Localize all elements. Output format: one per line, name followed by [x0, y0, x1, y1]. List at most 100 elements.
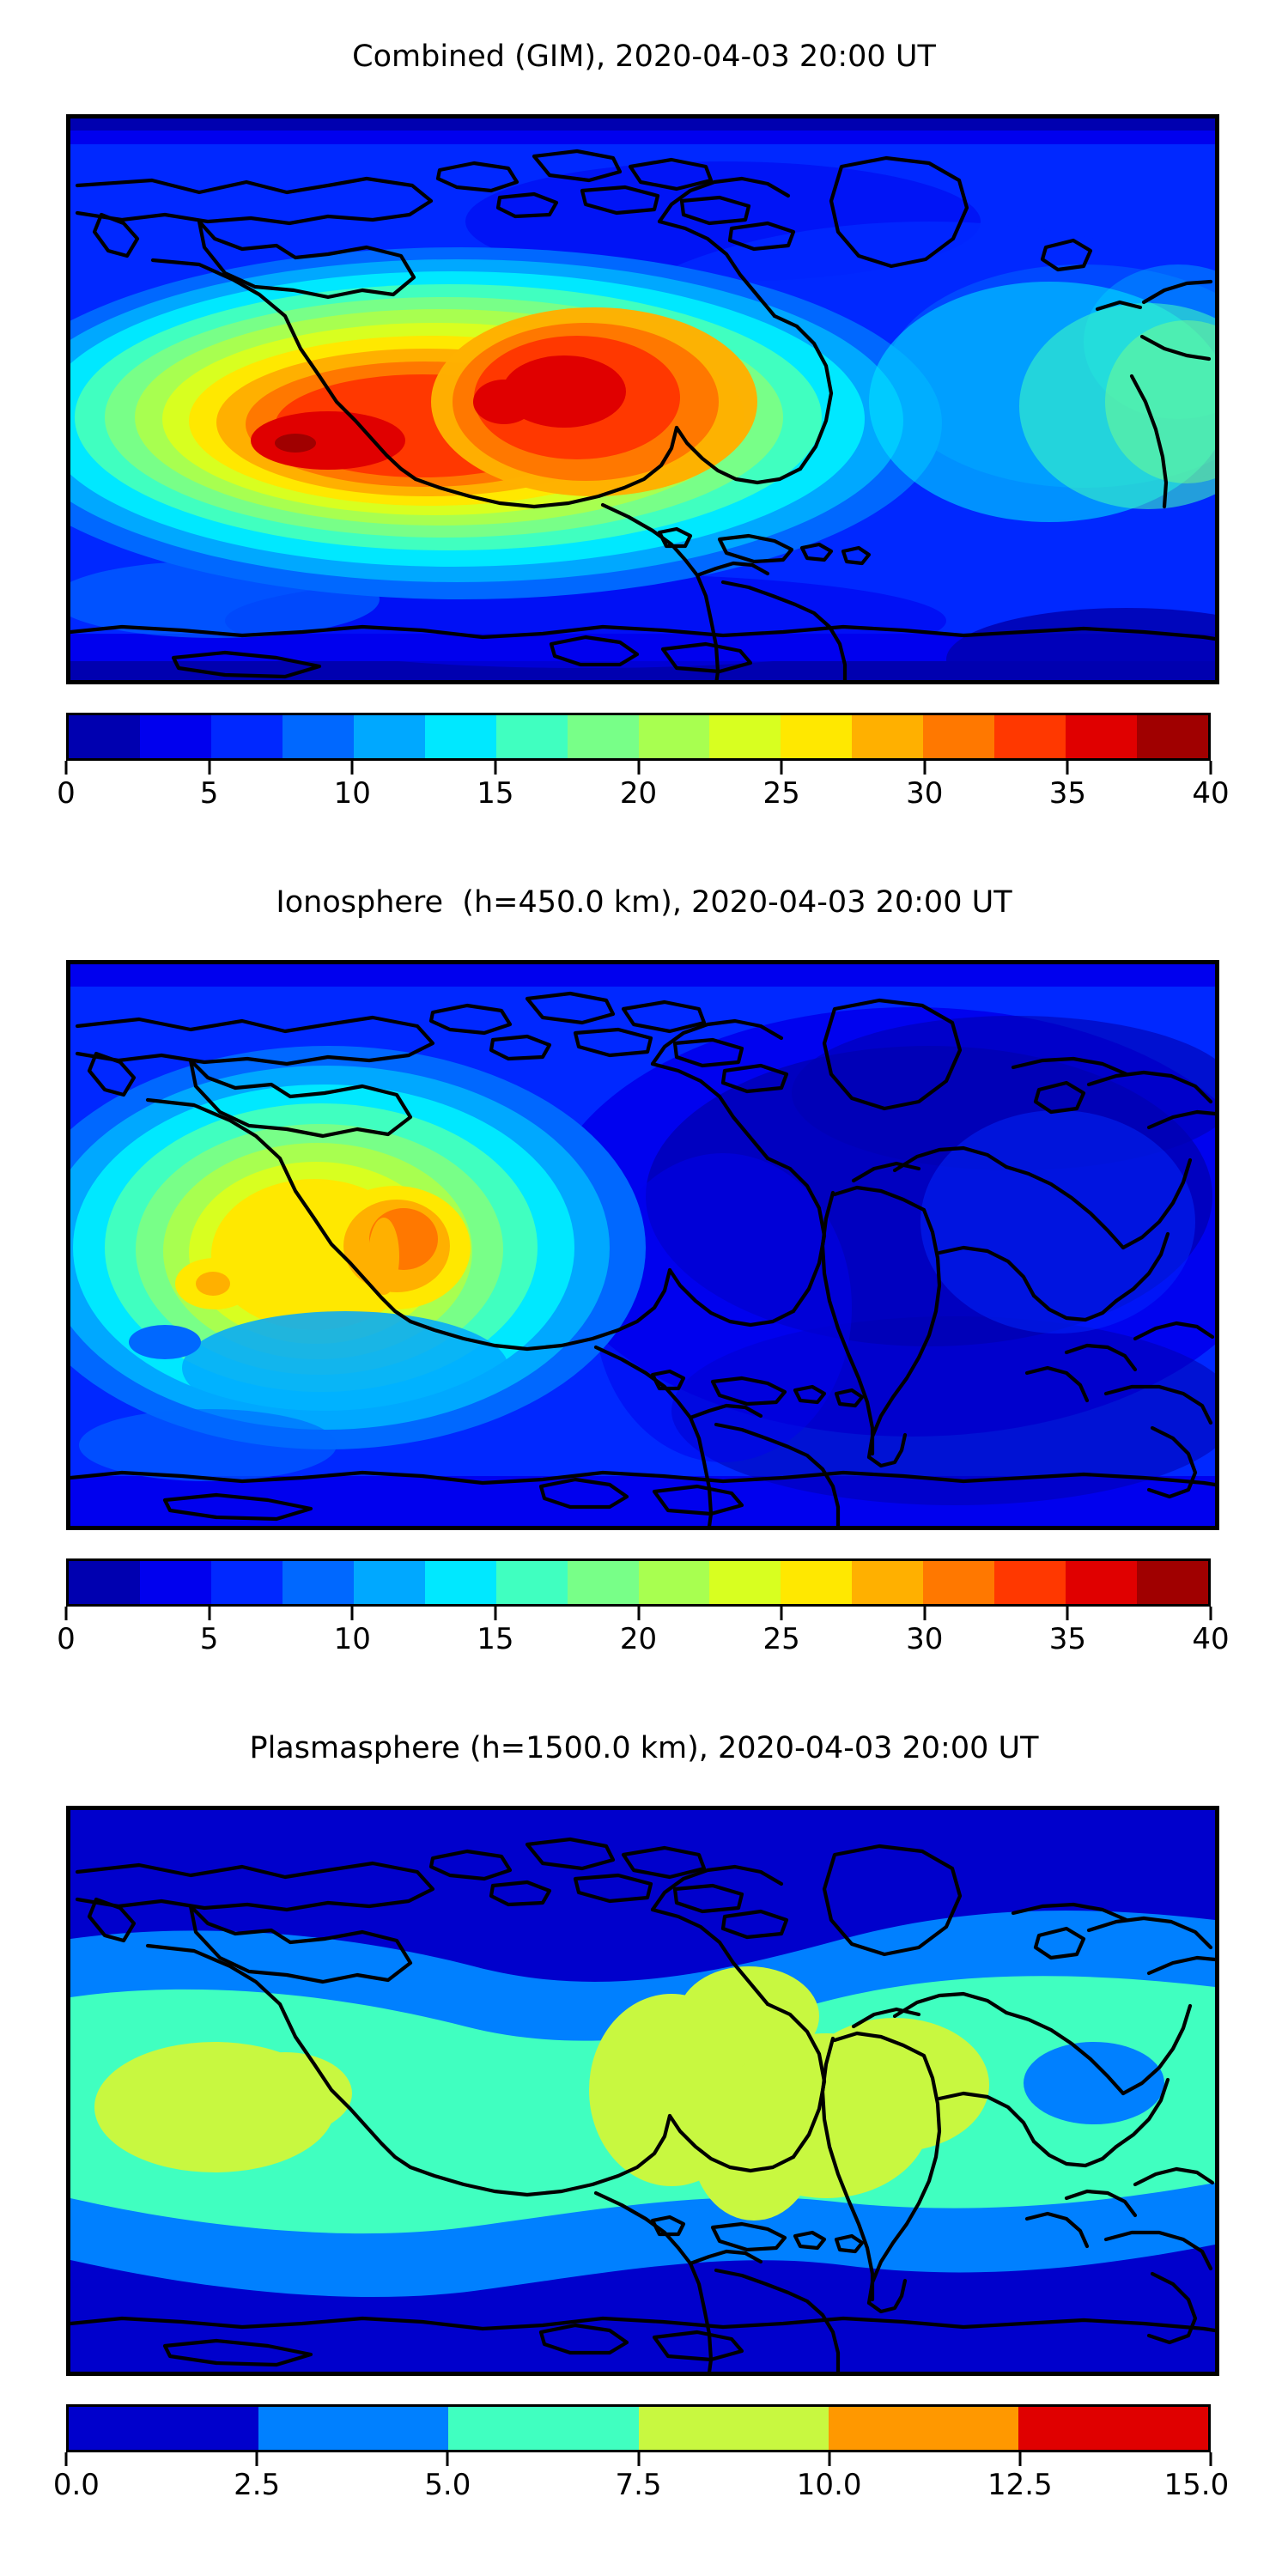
colorbar-ticklabel: 7.5: [615, 2468, 662, 2502]
colorbar-band: [638, 715, 710, 758]
colorbar-band: [139, 715, 211, 758]
colorbar-band: [282, 1561, 354, 1604]
colorbar-ticklabel: 40: [1192, 1622, 1230, 1656]
map-canvas-ionosphere: [70, 964, 1215, 1526]
colorbar-band: [282, 715, 354, 758]
colorbar-ticklabel: 0: [57, 776, 76, 811]
colorbar-ticklabel: 10: [333, 1622, 371, 1656]
colorbar-ticklabel: 15: [477, 776, 514, 811]
colorbar-tick: [637, 2452, 640, 2466]
colorbar-band: [69, 2407, 259, 2450]
panel-ionosphere: Ionosphere (h=450.0 km), 2020-04-03 20:0…: [0, 846, 1288, 1687]
colorbar-band: [69, 1561, 140, 1604]
colorbar-tick: [494, 761, 497, 775]
colorbar-ticklabel: 25: [762, 776, 800, 811]
colorbar-band: [1018, 2407, 1208, 2450]
colorbar-band: [1137, 1561, 1208, 1604]
panel-title-plasmasphere: Plasmasphere (h=1500.0 km), 2020-04-03 2…: [249, 1731, 1039, 1765]
colorbar-tick: [828, 2452, 831, 2466]
map-combined-gim: [66, 114, 1219, 684]
colorbar-band: [258, 2407, 449, 2450]
panel-title-combined-gim: Combined (GIM), 2020-04-03 20:00 UT: [352, 39, 936, 74]
colorbar-ticklabel: 0: [57, 1622, 76, 1656]
colorbar-band: [1066, 1561, 1138, 1604]
colorbar-tick: [255, 2452, 258, 2466]
colorbar-tick: [1209, 1607, 1212, 1620]
colorbar-band: [638, 1561, 710, 1604]
panel-combined-gim: Combined (GIM), 2020-04-03 20:00 UT: [0, 0, 1288, 841]
colorbar-tick: [780, 761, 783, 775]
colorbar-tick: [1209, 2452, 1212, 2466]
colorbar-ticklabel: 2.5: [234, 2468, 281, 2502]
colorbar-band: [567, 1561, 639, 1604]
colorbar-band: [567, 715, 639, 758]
map-canvas-combined-gim: [70, 118, 1215, 680]
colorbar-band: [353, 715, 425, 758]
colorbar-tick: [350, 761, 354, 775]
colorbar-ticklabel: 5: [199, 776, 219, 811]
colorbar-band: [852, 1561, 924, 1604]
colorbar-tick: [780, 1607, 783, 1620]
colorbar-ticklabel: 20: [619, 776, 658, 811]
colorbar-ticklabel: 25: [762, 1622, 800, 1656]
colorbar-band: [1137, 715, 1208, 758]
colorbar-ticklabel: 0.0: [52, 2468, 100, 2502]
colorbar-band: [1066, 715, 1138, 758]
colorbar-axis-combined-gim: [64, 761, 1212, 775]
colorbar-tick: [1066, 761, 1069, 775]
colorbar-band: [994, 1561, 1066, 1604]
map-plasmasphere: [66, 1806, 1219, 2376]
colorbar-axis-plasmasphere: [64, 2452, 1212, 2466]
colorbar-band: [210, 1561, 283, 1604]
colorbar-tick: [64, 2452, 68, 2466]
colorbar-tick: [208, 1607, 211, 1620]
colorbar-tick: [1066, 1607, 1069, 1620]
colorbar-band: [353, 1561, 425, 1604]
colorbar-ionosphere: 0 5 10 15 20 25 30 35 40: [57, 1558, 1230, 1679]
colorbar-band: [495, 715, 568, 758]
colorbar-band: [781, 1561, 853, 1604]
colorbar-axis-ionosphere: [64, 1607, 1212, 1620]
colorbar-band: [923, 1561, 995, 1604]
colorbar-strip-plasmasphere: [66, 2404, 1211, 2452]
colorbar-tick: [208, 761, 211, 775]
colorbar-ticklabel: 10.0: [796, 2468, 862, 2502]
colorbar-ticklabel: 10: [333, 776, 371, 811]
colorbar-plasmasphere: 0.0 2.5 5.0 7.5 10.0 12.5 15.0: [53, 2404, 1229, 2524]
colorbar-strip-ionosphere: [66, 1558, 1211, 1607]
colorbar-band: [424, 1561, 496, 1604]
colorbar-band: [828, 2407, 1018, 2450]
colorbar-band: [495, 1561, 568, 1604]
colorbar-ticklabel: 12.5: [987, 2468, 1053, 2502]
colorbar-band: [781, 715, 853, 758]
colorbar-tick: [1018, 2452, 1022, 2466]
colorbar-ticklabel: 35: [1048, 776, 1087, 811]
colorbar-ticklabel: 30: [906, 776, 944, 811]
colorbar-band: [852, 715, 924, 758]
colorbar-ticklabel: 15.0: [1163, 2468, 1230, 2502]
colorbar-tick: [637, 761, 640, 775]
colorbar-tick: [350, 1607, 354, 1620]
colorbar-ticklabel: 5.0: [424, 2468, 471, 2502]
colorbar-combined-gim: 0 5 10 15 20 25 30 35 40: [57, 713, 1230, 833]
colorbar-tick: [446, 2452, 449, 2466]
colorbar-tick: [637, 1607, 640, 1620]
colorbar-ticklabel: 20: [619, 1622, 658, 1656]
colorbar-band: [69, 715, 140, 758]
colorbar-ticklabel: 30: [906, 1622, 944, 1656]
colorbar-band: [448, 2407, 639, 2450]
colorbar-tick: [923, 1607, 927, 1620]
colorbar-band: [424, 715, 496, 758]
colorbar-tick: [923, 761, 927, 775]
colorbar-band: [210, 715, 283, 758]
colorbar-strip-combined-gim: [66, 713, 1211, 761]
colorbar-band: [709, 1561, 781, 1604]
map-canvas-plasmasphere: [70, 1810, 1215, 2372]
panel-plasmasphere: Plasmasphere (h=1500.0 km), 2020-04-03 2…: [0, 1692, 1288, 2576]
colorbar-ticklabel: 15: [477, 1622, 514, 1656]
colorbar-tick: [64, 761, 68, 775]
colorbar-tick: [64, 1607, 68, 1620]
colorbar-band: [139, 1561, 211, 1604]
colorbar-ticklabel: 5: [199, 1622, 219, 1656]
